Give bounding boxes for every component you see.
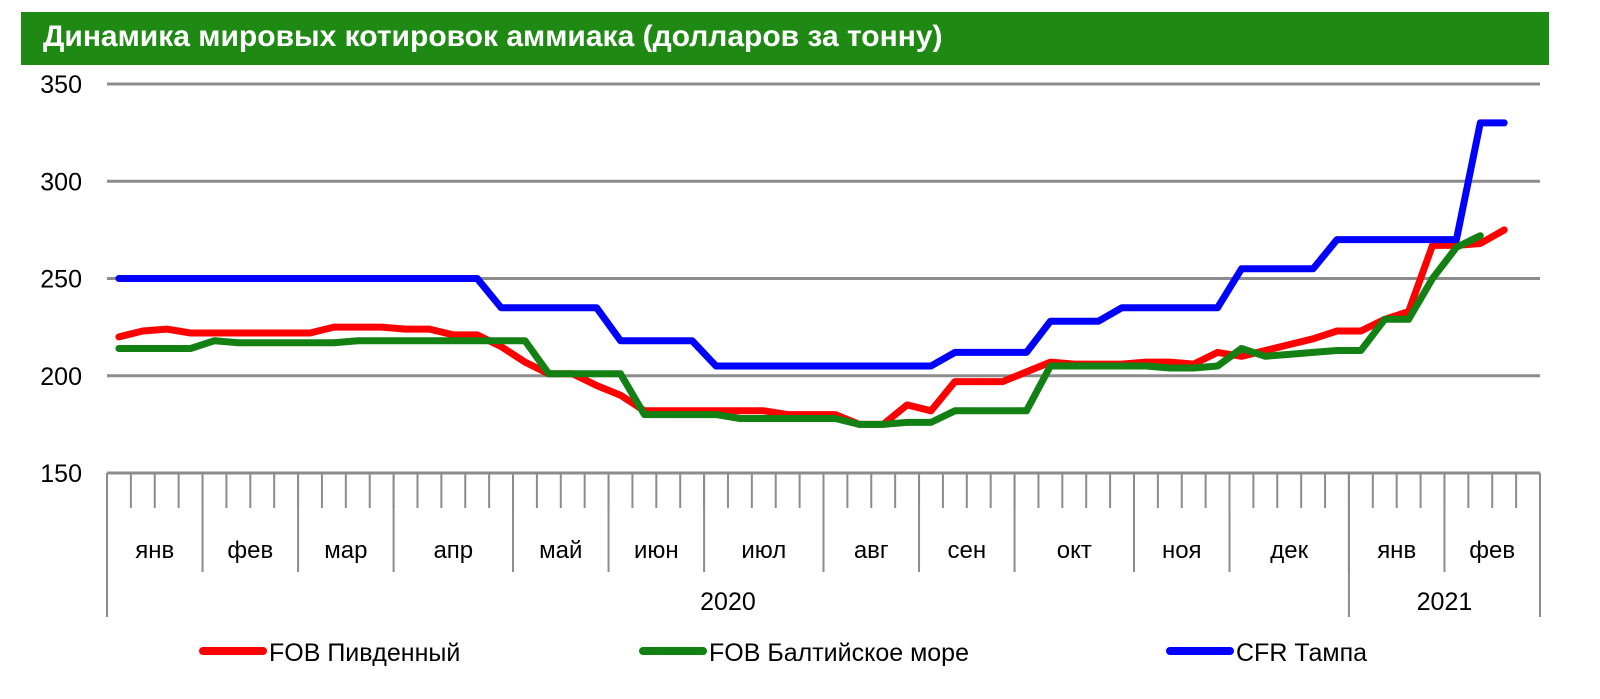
chart-title: Динамика мировых котировок аммиака (долл… bbox=[43, 20, 943, 53]
month-label: янв bbox=[135, 537, 174, 564]
month-label: дек bbox=[1270, 537, 1308, 564]
month-label: июл bbox=[741, 537, 786, 564]
month-label: авг bbox=[854, 537, 889, 564]
month-label: фев bbox=[227, 537, 273, 564]
legend-label: CFR Тампа bbox=[1236, 639, 1367, 667]
y-tick-label: 250 bbox=[40, 266, 82, 294]
y-axis-ticks: 150 200 250 300 350 bbox=[40, 71, 82, 488]
chart-title-bar: Динамика мировых котировок аммиака (долл… bbox=[21, 12, 1549, 65]
month-label: сен bbox=[947, 537, 986, 564]
month-label: ноя bbox=[1162, 537, 1202, 564]
series-line-2 bbox=[115, 232, 1484, 428]
y-tick-label: 350 bbox=[40, 71, 82, 99]
x-axis: янв фев мар апр май июн июл авг сен окт ноя дек янв ф… bbox=[106, 473, 1541, 617]
month-label: янв bbox=[1377, 537, 1416, 564]
y-tick-label: 300 bbox=[40, 168, 82, 196]
month-label: май bbox=[539, 537, 582, 564]
legend-label: FOB Балтийское море bbox=[709, 639, 969, 667]
legend-label: FOB Пивденный bbox=[269, 639, 460, 667]
year-label: 2021 bbox=[1417, 588, 1473, 616]
series-line-1 bbox=[115, 226, 1508, 428]
series-lines bbox=[115, 119, 1508, 428]
month-label: мар bbox=[324, 537, 367, 564]
series-line-3 bbox=[115, 119, 1508, 370]
y-tick-label: 200 bbox=[40, 363, 82, 391]
month-label: окт bbox=[1057, 537, 1092, 564]
month-label: июн bbox=[634, 537, 679, 564]
y-tick-label: 150 bbox=[40, 460, 82, 488]
year-label: 2020 bbox=[700, 588, 756, 616]
legend: FOB Пивденный FOB Балтийское море CFR Тамп… bbox=[199, 639, 1367, 667]
month-label: фев bbox=[1469, 537, 1515, 564]
month-label: апр bbox=[433, 537, 473, 564]
